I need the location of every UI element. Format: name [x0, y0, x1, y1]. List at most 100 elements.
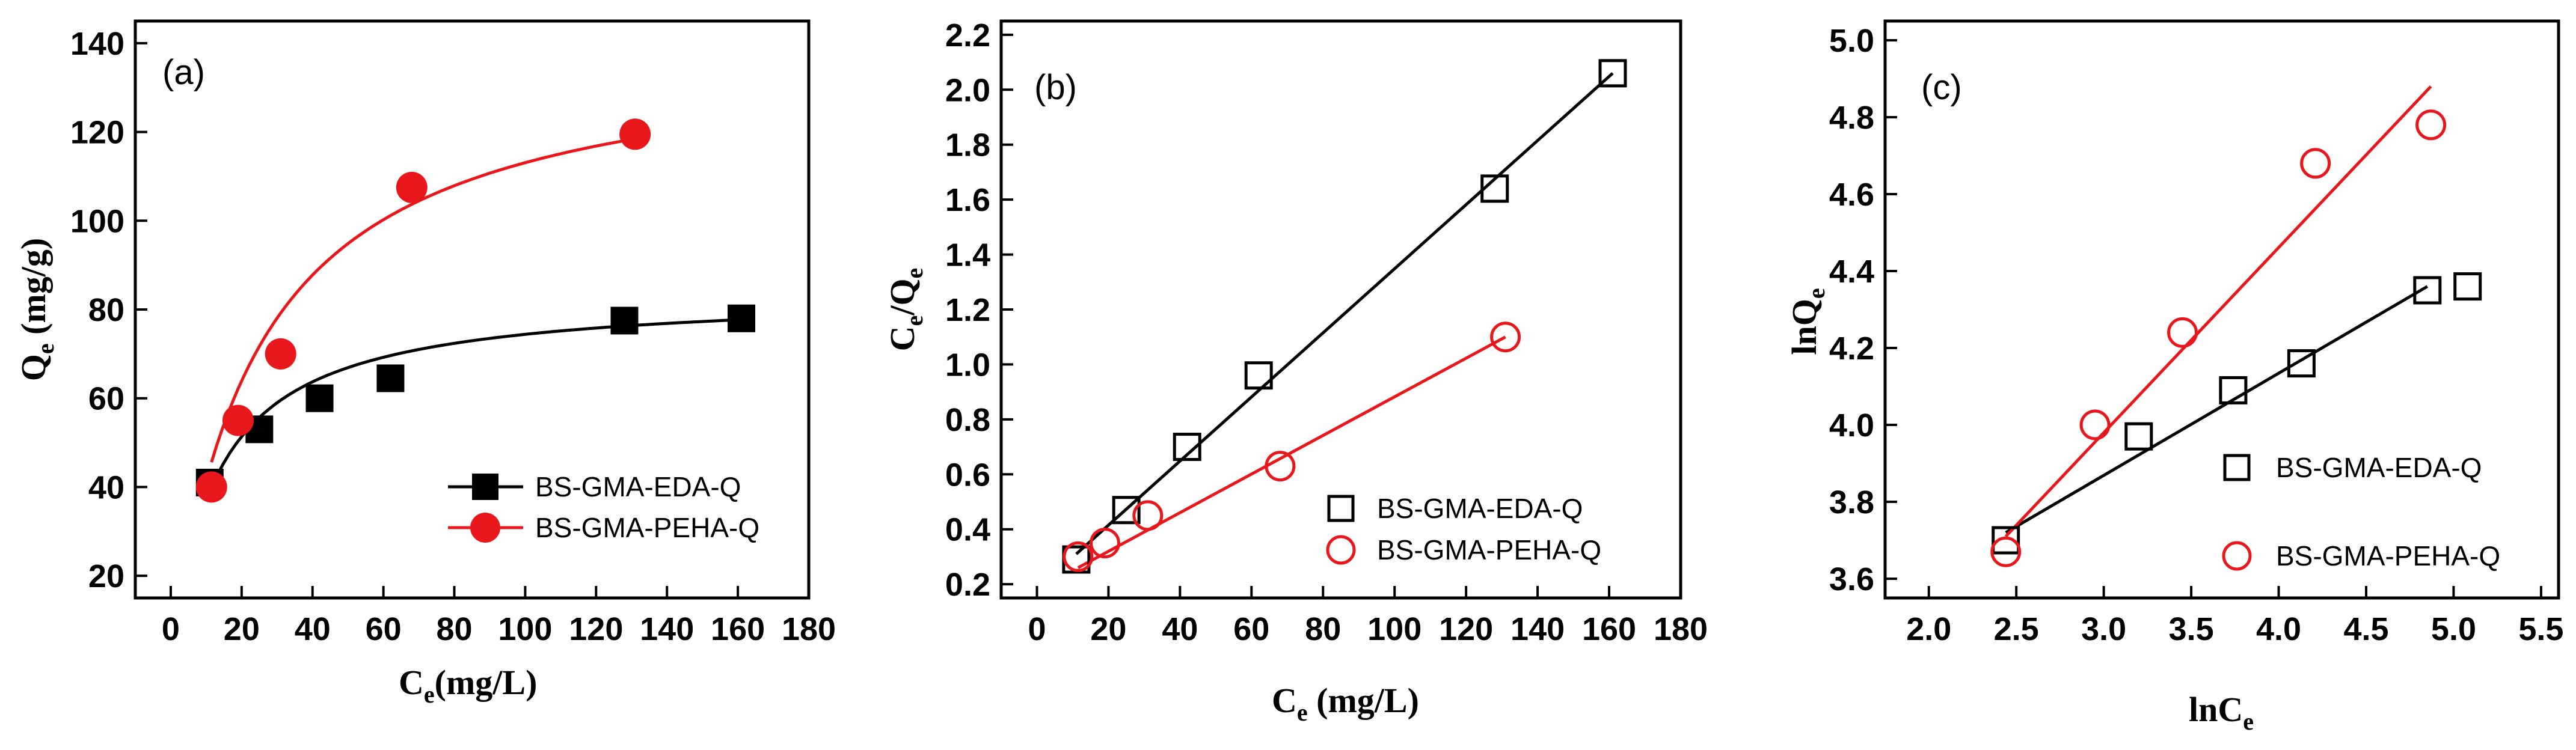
x-tick-label: 160: [711, 611, 765, 647]
x-tick-label: 180: [1654, 611, 1708, 647]
legend-marker-eda: [472, 474, 498, 500]
data-point-peha: [1265, 451, 1296, 482]
data-point-eda: [1992, 526, 2020, 555]
x-tick-label: 120: [569, 611, 623, 647]
y-tick-label: 4.6: [1829, 177, 1874, 213]
y-axis-title: Qe (mg/g): [14, 238, 59, 381]
y-tick-label: 100: [70, 203, 124, 239]
fit-line-peha: [2004, 85, 2432, 538]
y-tick-label: 20: [88, 558, 124, 594]
x-tick-label: 180: [782, 611, 836, 647]
panel-label: (b): [1034, 68, 1077, 107]
y-tick-label: 0.8: [945, 402, 990, 438]
legend-label-eda: BS-GMA-EDA-Q: [2276, 452, 2482, 483]
x-tick-label: 3.5: [2169, 611, 2214, 647]
x-axis-title: lnCe: [2189, 690, 2254, 735]
x-tick-label: 60: [1233, 611, 1269, 647]
fit-line-eda: [2005, 285, 2429, 534]
data-point-eda: [1173, 433, 1201, 462]
legend: BS-GMA-EDA-Q BS-GMA-PEHA-Q: [448, 471, 759, 543]
x-tick-label: 0: [1028, 611, 1046, 647]
y-tick-label: 0.2: [945, 567, 990, 603]
legend-label-eda: BS-GMA-EDA-Q: [1377, 493, 1583, 524]
x-tick-label: 80: [436, 611, 472, 647]
x-tick-label: 80: [1305, 611, 1341, 647]
data-point-eda: [2287, 349, 2316, 378]
legend-marker-eda: [2223, 454, 2251, 481]
fit-line-eda: [1075, 72, 1614, 555]
x-tick-label: 100: [1367, 611, 1421, 647]
panel-b-linearized-langmuir: 0 20 40 60 80 100 120 140 160 180 0.2 0.4 0.6 0.8 1.0 1…: [883, 17, 1708, 726]
legend-label-peha: BS-GMA-PEHA-Q: [1377, 534, 1601, 566]
x-tick-label: 140: [640, 611, 694, 647]
data-point-peha: [1089, 528, 1120, 559]
data-point-peha: [1063, 541, 1094, 572]
legend-label-peha: BS-GMA-PEHA-Q: [535, 512, 759, 543]
data-point-peha: [195, 471, 227, 503]
data-point-peha: [265, 338, 296, 370]
x-tick-label: 120: [1439, 611, 1493, 647]
legend-label-peha: BS-GMA-PEHA-Q: [2276, 540, 2500, 572]
y-tick-label: 1.4: [945, 237, 990, 273]
x-tick-label: 3.0: [2081, 611, 2126, 647]
y-tick-label: 60: [88, 381, 124, 417]
fit-curve-peha: [210, 137, 636, 463]
y-tick-label: 1.8: [945, 127, 990, 163]
data-point-eda: [1480, 174, 1509, 203]
data-point-eda: [2453, 272, 2482, 301]
y-tick-label: 3.8: [1829, 484, 1874, 520]
y-axis-title: Ce/Qe: [883, 268, 928, 352]
data-point-peha: [2415, 109, 2447, 141]
x-tick-label: 140: [1510, 611, 1565, 647]
y-tick-label: 3.6: [1829, 561, 1874, 597]
fit-line-peha: [1077, 335, 1506, 569]
data-point-eda: [2219, 376, 2248, 404]
data-point-peha: [1132, 500, 1164, 531]
y-tick-label: 1.0: [945, 347, 990, 383]
data-point-eda: [1598, 59, 1627, 88]
data-point-peha: [619, 118, 651, 150]
y-tick-label: 140: [70, 26, 124, 62]
x-tick-label: 5.0: [2431, 611, 2476, 647]
plot-frame: [133, 19, 811, 600]
y-tick-label: 5.0: [1829, 23, 1874, 59]
x-tick-label: 160: [1582, 611, 1636, 647]
x-tick-label: 0: [162, 611, 180, 647]
x-tick-label: 4.0: [2256, 611, 2301, 647]
x-tick-label: 60: [366, 611, 402, 647]
legend-marker-peha: [1326, 535, 1356, 565]
legend: BS-GMA-EDA-Q BS-GMA-PEHA-Q: [2222, 452, 2500, 572]
x-axis-title: Ce(mg/L): [399, 663, 537, 708]
y-axis-title: lnQe: [1785, 288, 1830, 355]
x-tick-label: 4.5: [2343, 611, 2388, 647]
y-tick-label: 40: [88, 469, 124, 505]
y-tick-label: 0.6: [945, 457, 990, 493]
x-axis-title: Ce (mg/L): [1272, 681, 1419, 726]
data-point-peha: [2300, 148, 2331, 179]
x-tick-label: 2.5: [1994, 611, 2039, 647]
data-point-eda: [610, 306, 639, 335]
y-tick-label: 120: [70, 115, 124, 151]
y-tick-label: 80: [88, 292, 124, 328]
y-tick-label: 4.8: [1829, 100, 1874, 136]
y-tick-label: 1.6: [945, 182, 990, 218]
y-tick-label: 2.0: [945, 72, 990, 108]
data-point-eda: [1244, 361, 1273, 390]
legend: BS-GMA-EDA-Q BS-GMA-PEHA-Q: [1326, 493, 1601, 566]
y-tick-label: 1.2: [945, 292, 990, 328]
data-point-peha: [2167, 317, 2198, 348]
y-tick-label: 4.4: [1829, 254, 1874, 290]
data-point-peha: [2079, 409, 2111, 441]
x-tick-label: 100: [498, 611, 552, 647]
legend-marker-eda: [1327, 495, 1355, 522]
data-point-eda: [1112, 496, 1141, 525]
y-tick-label: 2.2: [945, 17, 990, 53]
panel-label: (c): [1921, 68, 1962, 107]
x-tick-label: 40: [295, 611, 331, 647]
plot-frame: [1883, 19, 2560, 600]
data-point-peha: [1490, 322, 1521, 353]
data-point-eda: [2413, 276, 2442, 305]
data-point-eda: [728, 304, 755, 332]
panel-a-langmuir-isotherm: 0 20 40 60 80 100 120 140 160 180 20 40 60 80 100 120 14…: [14, 19, 836, 708]
